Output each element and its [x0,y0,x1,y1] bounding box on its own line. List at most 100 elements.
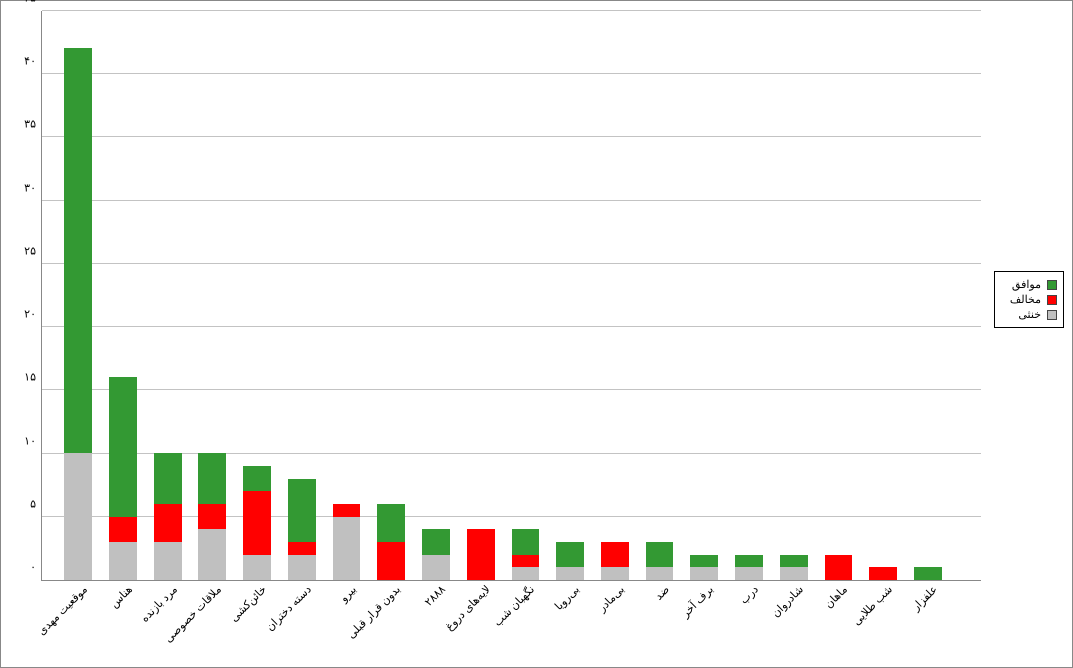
bar-slot: نگهبان شب [512,11,540,580]
x-tick-label: خائن‌کشی [227,583,269,625]
bar-stack [512,10,540,580]
bar-segment-favor [422,529,450,554]
x-tick-label: موقعیت مهدی [35,583,90,638]
bar-segment-against [512,555,540,568]
y-tick-label: ۳۰ [24,181,36,194]
bar-segment-against [333,504,361,517]
bar-stack [64,10,92,580]
y-tick-label: ۰ [30,561,36,574]
x-tick-label: بی‌مادر [595,583,627,615]
y-tick-label: ۱۰ [24,434,36,447]
bar-segment-favor [64,48,92,453]
bar-segment-neutral [64,453,92,580]
bar-slot: شب طلایی [869,11,897,580]
bar-stack [109,10,137,580]
x-tick-label: هناس [107,583,135,611]
bar-slot: بی‌رویا [556,11,584,580]
x-tick-label: علفزار [909,583,940,614]
chart-container: ۰۵۱۰۱۵۲۰۲۵۳۰۳۵۴۰۴۵ موقعیت مهدیهناسمرد با… [0,0,1073,668]
bar-stack [780,10,808,580]
bar-slot: لایه‌های دروغ [467,11,495,580]
bar-stack [825,10,853,580]
legend-item-against: مخالف [1001,293,1057,306]
bar-stack [467,10,495,580]
bar-stack [914,10,942,580]
x-tick-label: بی‌رویا [552,583,582,613]
bar-segment-favor [198,453,226,504]
y-tick-label: ۵ [30,497,36,510]
bar-stack [333,10,361,580]
x-tick-label: شادروان [769,583,806,620]
bar-segment-neutral [109,542,137,580]
bar-slot: ملاقات خصوصی [198,11,226,580]
bar-stack [422,10,450,580]
bar-slot: هناس [109,11,137,580]
bar-stack [556,10,584,580]
bar-segment-neutral [288,555,316,580]
bar-slot: خائن‌کشی [243,11,271,580]
bar-segment-against [243,491,271,554]
bar-stack [288,10,316,580]
legend: موافق مخالف خنثی [994,271,1064,328]
bar-slot: بدون قرار قبلی [377,11,405,580]
bar-segment-neutral [646,567,674,580]
bar-segment-against [869,567,897,580]
bar-stack [869,10,897,580]
bar-segment-against [109,517,137,542]
bar-segment-neutral [556,567,584,580]
legend-item-neutral: خنثی [1001,308,1057,321]
bar-stack [646,10,674,580]
bar-segment-favor [154,453,182,504]
legend-swatch [1047,295,1057,305]
bar-segment-favor [690,555,718,568]
x-tick-label: بیرو [337,583,359,605]
legend-swatch [1047,280,1057,290]
x-tick-label: لایه‌های دروغ [442,583,492,633]
x-tick-label: نگهبان شب [491,583,537,629]
bar-slot: دسته دختران [288,11,316,580]
bar-slot: ماهان [825,11,853,580]
bar-slot: بی‌مادر [601,11,629,580]
legend-label: خنثی [1018,308,1041,321]
bar-segment-favor [914,567,942,580]
legend-label: موافق [1012,278,1041,291]
bars-group: موقعیت مهدی هناس مرد بازنده ملاقات خصوصی خائ… [42,11,981,580]
bar-segment-neutral [198,529,226,580]
bar-segment-against [601,542,629,567]
bar-stack [601,10,629,580]
bar-stack [198,10,226,580]
plot-area: ۰۵۱۰۱۵۲۰۲۵۳۰۳۵۴۰۴۵ موقعیت مهدیهناسمرد با… [41,11,981,581]
x-tick-label: مرد بازنده [138,583,180,625]
bar-segment-favor [780,555,808,568]
bar-slot: برف آخر [690,11,718,580]
y-tick-label: ۴۰ [24,55,36,68]
x-tick-label: برف آخر [679,583,716,620]
bar-stack [243,10,271,580]
bar-segment-favor [109,377,137,516]
bar-slot: مرد بازنده [154,11,182,580]
legend-swatch [1047,310,1057,320]
bar-stack [154,10,182,580]
bar-segment-against [154,504,182,542]
bar-segment-favor [243,466,271,491]
bar-segment-neutral [690,567,718,580]
y-tick-label: ۲۰ [24,308,36,321]
x-tick-label: ضد [652,583,672,603]
bar-stack [377,10,405,580]
bar-slot: بیرو [333,11,361,580]
x-tick-label: دسته دختران [263,583,314,634]
bar-segment-favor [512,529,540,554]
bar-segment-against [377,542,405,580]
bar-segment-neutral [422,555,450,580]
bar-slot: موقعیت مهدی [64,11,92,580]
bar-segment-favor [288,479,316,542]
bar-segment-against [198,504,226,529]
bar-segment-neutral [154,542,182,580]
x-tick-label: ۲۸۸۸ [422,583,448,609]
y-tick-label: ۴۵ [24,0,36,5]
bar-slot: درب [735,11,763,580]
bar-stack [735,10,763,580]
bar-segment-against [467,529,495,580]
y-tick-label: ۲۵ [24,244,36,257]
bar-segment-neutral [735,567,763,580]
